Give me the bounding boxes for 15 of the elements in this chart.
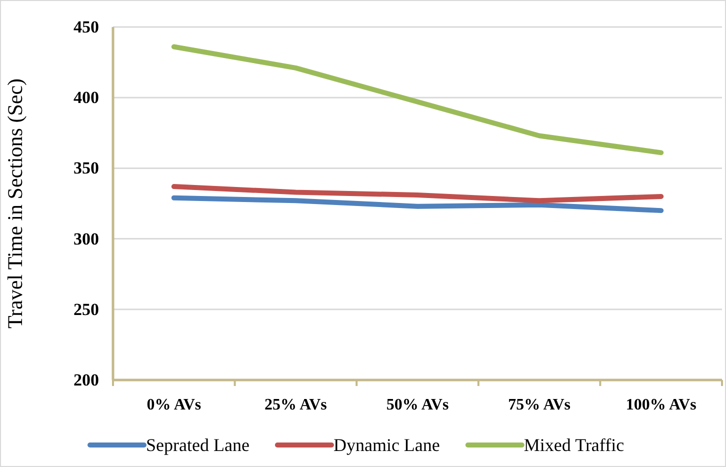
x-tick-label: 100% AVs xyxy=(626,396,696,414)
x-tick-label: 50% AVs xyxy=(386,396,449,414)
legend-label: Seprated Lane xyxy=(146,435,250,455)
y-tick-label: 200 xyxy=(74,370,99,390)
x-tick-label: 25% AVs xyxy=(264,396,327,414)
legend-label: Dynamic Lane xyxy=(333,435,440,455)
x-tick-label: 75% AVs xyxy=(508,396,570,414)
x-tick-label: 0% AVs xyxy=(146,396,202,414)
y-tick-label: 300 xyxy=(74,229,99,248)
y-tick-label: 400 xyxy=(74,88,99,108)
y-tick-label: 450 xyxy=(74,17,99,36)
y-tick-label: 350 xyxy=(74,158,99,178)
y-tick-label: 250 xyxy=(74,300,99,319)
legend-label: Mixed Traffic xyxy=(524,435,624,455)
y-axis-title: Travel Time in Sections (Sec) xyxy=(3,78,27,329)
